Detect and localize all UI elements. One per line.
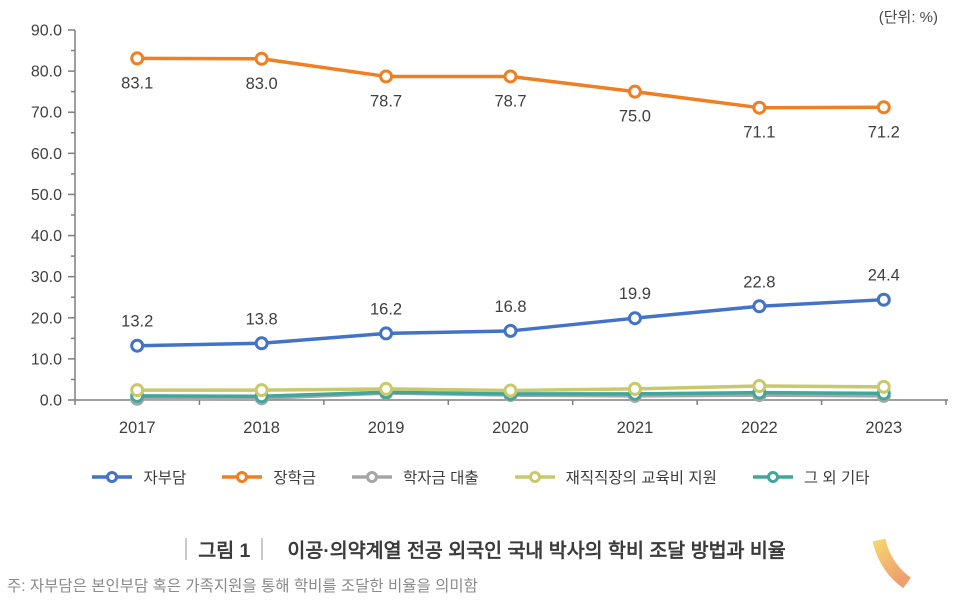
y-tick-label: 70.0 <box>31 105 62 122</box>
legend-marker-icon <box>352 471 393 483</box>
data-point-marker <box>752 100 767 115</box>
data-point-label: 13.2 <box>121 313 153 331</box>
data-point-marker <box>503 383 518 398</box>
y-tick-label: 90.0 <box>31 23 62 40</box>
x-tick-label: 2017 <box>119 419 156 437</box>
data-point-marker <box>627 381 642 396</box>
data-point-marker <box>876 100 891 115</box>
legend-item-3: 재직직장의 교육비 지원 <box>513 466 717 488</box>
legend-item-0: 자부담 <box>90 466 186 488</box>
y-tick-label: 10.0 <box>31 351 62 368</box>
data-point-marker <box>876 292 891 307</box>
decorative-swoosh-icon <box>872 538 912 589</box>
data-point-label: 24.4 <box>868 267 900 285</box>
figure-number-label: 그림 1 <box>198 540 251 562</box>
y-tick-label: 50.0 <box>31 187 62 204</box>
x-tick-label: 2018 <box>243 419 280 437</box>
data-point-marker <box>627 84 642 99</box>
y-tick-label: 30.0 <box>31 269 62 286</box>
legend-label: 장학금 <box>273 470 317 487</box>
data-point-marker <box>503 69 518 84</box>
legend-item-2: 학자금 대출 <box>350 466 479 488</box>
x-tick-label: 2020 <box>492 419 529 437</box>
footnote: 주: 자부담은 본인부담 혹은 가족지원을 통해 학비를 조달한 비율을 의미함 <box>7 578 478 595</box>
data-point-label: 16.8 <box>494 298 526 316</box>
data-point-marker <box>379 69 394 84</box>
data-point-marker <box>130 383 145 398</box>
line-chart: 0.0 10.0 20.0 30.0 40.0 50.0 60.0 70.0 80.0 90.0 2… <box>31 23 948 437</box>
data-point-label: 22.8 <box>743 273 775 291</box>
legend-label: 그 외 기타 <box>803 470 870 487</box>
data-point-label: 78.7 <box>494 92 526 110</box>
data-point-label: 83.1 <box>121 74 153 92</box>
y-tick-label: 0.0 <box>40 393 62 410</box>
legend-item-1: 장학금 <box>220 466 316 488</box>
figure-caption: 그림 1 이공·의약계열 전공 외국인 국내 박사의 학비 조달 방법과 비율 <box>0 534 960 563</box>
data-point-label: 16.2 <box>370 300 402 318</box>
figure-title: 이공·의약계열 전공 외국인 국내 박사의 학비 조달 방법과 비율 <box>287 540 786 562</box>
legend: 자부담 장학금 학자금 대출 재직직장의 교육비 지원 그 외 기타 <box>0 463 960 491</box>
data-point-label: 71.1 <box>743 124 775 142</box>
legend-label: 학자금 대출 <box>403 470 479 487</box>
data-point-marker <box>379 381 394 396</box>
data-point-label: 78.7 <box>370 92 402 110</box>
data-point-marker <box>752 299 767 314</box>
data-point-label: 13.8 <box>246 310 278 328</box>
data-point-label: 71.2 <box>868 123 900 141</box>
x-tick-label: 2023 <box>865 419 902 437</box>
x-tick-label: 2021 <box>617 419 654 437</box>
legend-marker-icon <box>514 471 555 483</box>
data-point-marker <box>876 379 891 394</box>
data-point-marker <box>503 323 518 338</box>
data-point-label: 75.0 <box>619 108 651 126</box>
unit-label: (단위: %) <box>878 9 938 26</box>
data-point-marker <box>627 311 642 326</box>
data-point-marker <box>130 51 145 66</box>
legend-label: 재직직장의 교육비 지원 <box>565 470 717 487</box>
data-point-marker <box>379 326 394 341</box>
legend-item-4: 그 외 기타 <box>751 466 870 488</box>
caption-divider-bar <box>261 537 264 560</box>
y-tick-label: 80.0 <box>31 64 62 81</box>
legend-label: 자부담 <box>143 470 187 487</box>
data-point-marker <box>752 379 767 394</box>
data-point-marker <box>254 383 269 398</box>
y-tick-label: 60.0 <box>31 146 62 163</box>
y-tick-label: 40.0 <box>31 228 62 245</box>
legend-marker-icon <box>92 471 133 483</box>
y-tick-label: 20.0 <box>31 310 62 327</box>
x-tick-label: 2022 <box>741 419 778 437</box>
x-tick-label: 2019 <box>368 419 405 437</box>
data-point-label: 19.9 <box>619 285 651 303</box>
data-point-marker <box>130 338 145 353</box>
data-point-marker <box>254 51 269 66</box>
caption-divider-bar <box>185 537 188 560</box>
data-point-marker <box>254 336 269 351</box>
data-point-label: 83.0 <box>246 75 278 93</box>
legend-marker-icon <box>752 471 793 483</box>
legend-marker-icon <box>222 471 263 483</box>
